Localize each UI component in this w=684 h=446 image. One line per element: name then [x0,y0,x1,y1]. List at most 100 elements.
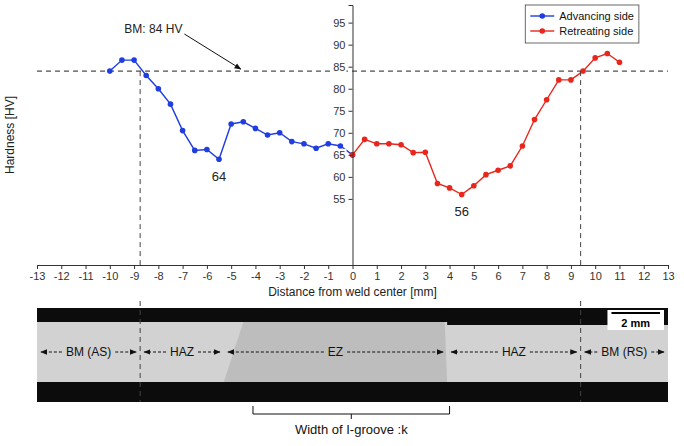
label-patch [332,149,346,161]
tick-label: 80 [333,83,345,95]
label-patch [332,83,346,95]
tick-label: -8 [154,270,164,282]
tick-label: 3 [423,270,429,282]
y-tick: 95 [332,17,352,29]
data-point [471,183,477,189]
tick-label: -2 [300,270,310,282]
tick-mark [183,265,184,269]
tick-mark [61,265,62,269]
data-point [410,150,416,156]
zone-label: EZ [328,345,343,359]
x-tick: -3 [275,265,285,282]
data-point [592,55,598,61]
data-point [228,121,234,127]
tick-mark [498,265,499,269]
tick-label: -12 [54,270,70,282]
data-point [143,73,149,79]
scale-bar-box [607,310,664,330]
data-point [180,128,186,134]
data-point [495,167,501,173]
tick-label: 5 [471,270,477,282]
zone-arrow [228,352,324,353]
tick-mark [619,265,620,269]
data-point [168,101,174,107]
tick-mark [207,265,208,269]
data-point [398,142,404,148]
tick-label: 75 [333,105,345,117]
tick-label: -9 [130,270,140,282]
data-point [520,143,526,149]
zone-arrow [198,352,220,353]
tick-label: 60 [333,171,345,183]
tick-label: 65 [333,149,345,161]
tick-label: 9 [568,270,574,282]
data-point [386,141,392,147]
label-patch [332,193,346,205]
x-tick: 8 [544,265,550,282]
x-tick: 0 [350,265,356,282]
data-point [507,163,513,169]
y-axis-title: Hardness [HV] [3,96,17,174]
micrograph-background [37,308,668,402]
tick-label: 0 [350,270,356,282]
x-tick: -12 [54,265,70,282]
tick-label: -6 [202,270,212,282]
tick-label: -13 [30,270,46,282]
tick-label: 8 [544,270,550,282]
zone-arrow [41,352,62,353]
tick-label: 6 [496,270,502,282]
data-point [289,139,295,145]
tick-mark [134,265,135,269]
zone-arrow [115,352,136,353]
zone-label: BM (RS) [601,345,647,359]
annotation: 56 [454,204,468,219]
tick-mark [349,155,353,156]
tick-mark [231,265,232,269]
tick-mark [349,67,353,68]
data-point [483,172,489,178]
tick-label: 70 [333,127,345,139]
data-point [532,117,538,123]
x-tick: 2 [398,265,404,282]
scale-bar [611,312,660,314]
x-axis: -13-12-11-10-9-8-7-6-5-4-3-2-10123456789… [30,265,675,282]
tick-label: 12 [638,270,650,282]
tick-label: -3 [275,270,285,282]
x-tick: 7 [520,265,526,282]
annotation-arrow [184,34,240,69]
tick-label: -11 [78,270,93,282]
data-point [216,156,222,162]
tick-mark [349,89,353,90]
tick-label: 4 [447,270,453,282]
label-patch [332,171,346,183]
legend-label: Retreating side [559,25,633,37]
axis-line [349,6,354,266]
tick-mark [110,265,111,269]
zone-arrow [651,352,664,353]
tick-mark [349,133,353,134]
tick-label: 90 [333,39,345,51]
tick-mark [349,23,353,24]
tick-label: 13 [662,270,674,282]
tick-mark [328,265,329,269]
x-tick: 6 [496,265,502,282]
legend-marker [539,13,545,19]
tick-mark [349,199,353,200]
tick-label: 55 [333,193,345,205]
data-point [362,137,368,143]
groove-bracket [253,406,450,419]
label-patch [332,105,346,117]
zone-arrow [347,352,443,353]
data-point [265,132,271,138]
label-patch [332,61,346,73]
data-point [301,141,307,147]
x-tick: 11 [614,265,625,282]
tick-label: 1 [374,270,380,282]
data-point [253,126,259,132]
x-tick: 1 [374,265,380,282]
tick-mark [37,265,38,269]
zone-arrow [585,352,598,353]
legend-label: Advancing side [559,10,634,22]
data-point [435,181,441,187]
data-point [556,77,562,83]
